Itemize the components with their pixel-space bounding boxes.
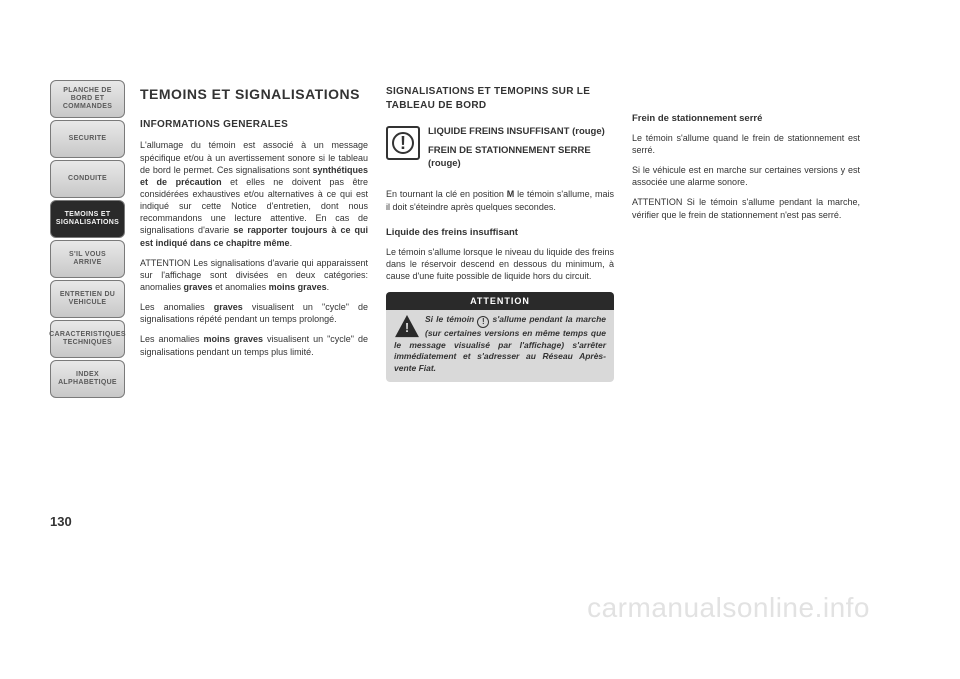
- tab-label: TEMOINS ETSIGNALISATIONS: [56, 211, 119, 227]
- warning-icon-row: ! LIQUIDE FREINS INSUFFISANT (rouge) FRE…: [386, 126, 614, 176]
- subheading-liquide: Liquide des freins insuffisant: [386, 227, 614, 240]
- attention-bar: ATTENTION: [386, 292, 614, 310]
- paragraph: L'allumage du témoin est associé à un me…: [140, 139, 368, 248]
- inline-brake-icon: !: [477, 316, 489, 328]
- tab-label: PLANCHE DEBORD ETCOMMANDES: [63, 87, 112, 111]
- tab-conduite[interactable]: CONDUITE: [50, 160, 125, 198]
- subhead-informations: INFORMATIONS GENERALES: [140, 118, 368, 132]
- tab-caracteristiques[interactable]: CARACTERISTIQUESTECHNIQUES: [50, 320, 125, 358]
- brake-warning-icon: !: [386, 126, 420, 160]
- watermark: carmanualsonline.info: [587, 592, 870, 624]
- tab-securite[interactable]: SECURITE: [50, 120, 125, 158]
- attention-box: ATTENTION ! Si le témoin ! s'allume pend…: [386, 292, 614, 382]
- tab-index[interactable]: INDEXALPHABETIQUE: [50, 360, 125, 398]
- heading-frein: FREIN DE STATIONNEMENT SERRE (rouge): [428, 145, 614, 171]
- column-1: TEMOINS ET SIGNALISATIONS INFORMATIONS G…: [140, 85, 368, 382]
- paragraph: Le témoin s'allume quand le frein de sta…: [632, 132, 860, 156]
- side-tabs: PLANCHE DEBORD ETCOMMANDES SECURITE COND…: [50, 80, 125, 400]
- tab-label: CARACTERISTIQUESTECHNIQUES: [49, 331, 126, 347]
- tab-label: CONDUITE: [68, 175, 107, 183]
- paragraph: En tournant la clé en position M le témo…: [386, 188, 614, 212]
- tab-temoins[interactable]: TEMOINS ETSIGNALISATIONS: [50, 200, 125, 238]
- circle-icon: !: [392, 132, 414, 154]
- paragraph: Les anomalies moins graves visualisent u…: [140, 333, 368, 357]
- tab-label: ENTRETIEN DUVEHICULE: [60, 291, 115, 307]
- warning-headings: LIQUIDE FREINS INSUFFISANT (rouge) FREIN…: [428, 126, 614, 176]
- paragraph: Les anomalies graves visualisent un "cyc…: [140, 301, 368, 325]
- column-2: SIGNALISATIONS ET TEMOPINS SUR LE TABLEA…: [386, 85, 614, 382]
- tab-label: SECURITE: [69, 135, 107, 143]
- page-number: 130: [50, 514, 72, 529]
- subheading-frein: Frein de stationnement serré: [632, 113, 860, 126]
- column-3: Frein de stationnement serré Le témoin s…: [632, 85, 860, 382]
- paragraph: ATTENTION Les signalisations d'avarie qu…: [140, 257, 368, 293]
- section-title: SIGNALISATIONS ET TEMOPINS SUR LE TABLEA…: [386, 85, 614, 112]
- content-area: TEMOINS ET SIGNALISATIONS INFORMATIONS G…: [140, 85, 860, 382]
- heading-liquide: LIQUIDE FREINS INSUFFISANT (rouge): [428, 126, 614, 139]
- warning-triangle-icon: !: [394, 314, 420, 338]
- tab-planche[interactable]: PLANCHE DEBORD ETCOMMANDES: [50, 80, 125, 118]
- tab-entretien[interactable]: ENTRETIEN DUVEHICULE: [50, 280, 125, 318]
- paragraph: Si le véhicule est en marche sur certain…: [632, 164, 860, 188]
- manual-page: PLANCHE DEBORD ETCOMMANDES SECURITE COND…: [0, 0, 960, 679]
- main-title: TEMOINS ET SIGNALISATIONS: [140, 85, 368, 104]
- tab-label: S'IL VOUSARRIVE: [69, 251, 106, 267]
- paragraph: Le témoin s'allume lorsque le niveau du …: [386, 246, 614, 282]
- paragraph: ATTENTION Si le témoin s'allume pendant …: [632, 196, 860, 220]
- tab-label: INDEXALPHABETIQUE: [58, 371, 117, 387]
- tab-arrive[interactable]: S'IL VOUSARRIVE: [50, 240, 125, 278]
